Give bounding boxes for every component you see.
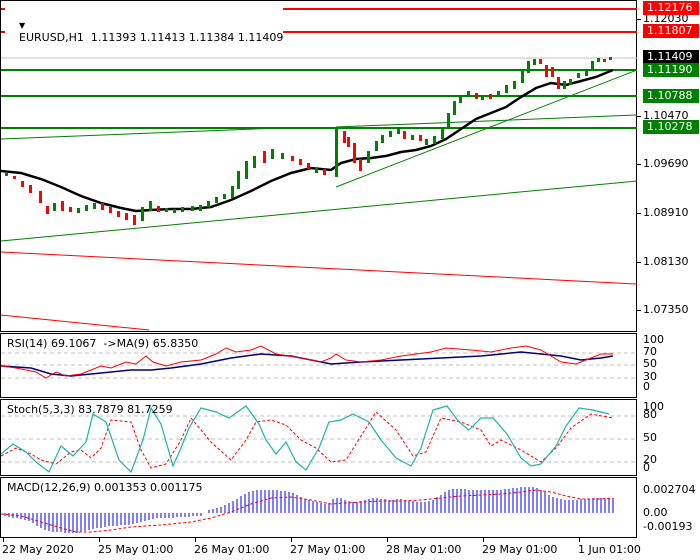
macd-panel[interactable]: MACD(12,26,9) 0.001353 0.001175 — [0, 477, 637, 538]
candlesticks — [5, 57, 612, 225]
rsi-panel[interactable]: RSI(14) 69.1067 ->MA(9) 65.8350 — [0, 333, 637, 398]
resistance-tag: 1.12176 — [643, 1, 699, 15]
macd-scale-label: 0.002704 — [643, 483, 696, 496]
rsi-scale-label: 100 — [643, 333, 664, 346]
time-label: 25 May 01:00 — [98, 543, 174, 556]
price-chart-canvas — [1, 8, 637, 331]
time-label: 29 May 01:00 — [482, 543, 558, 556]
macd-scale-label: -0.00193 — [643, 520, 693, 533]
price-label: 1.10470 — [643, 109, 689, 122]
dropdown-triangle-icon[interactable]: ▼ — [19, 21, 26, 30]
symbol-header: ▼ EURUSD,H1 1.11393 1.11413 1.11384 1.11… — [5, 5, 284, 57]
rsi-scale-label: 0 — [643, 380, 650, 393]
price-label: 1.09690 — [643, 157, 689, 170]
time-label: 26 May 01:00 — [194, 543, 270, 556]
stoch-scale-label: 50 — [643, 431, 657, 444]
price-label: 1.08130 — [643, 255, 689, 268]
macd-histogram — [4, 487, 614, 533]
stoch-scale-label: 100 — [643, 400, 664, 413]
resistance-tag: 1.11807 — [643, 24, 699, 38]
support-tag: 1.11190 — [643, 63, 699, 77]
symbol-ohlc-text: EURUSD,H1 1.11393 1.11413 1.11384 1.1140… — [19, 31, 284, 44]
main-chart-panel[interactable]: ▼ EURUSD,H1 1.11393 1.11413 1.11384 1.11… — [0, 0, 637, 332]
stoch-scale-label: 0 — [643, 461, 650, 474]
time-label: 27 May 01:00 — [290, 543, 366, 556]
rsi-axis: 100 70 50 30 0 — [637, 333, 700, 398]
stoch-axis: 100 80 50 20 0 — [637, 399, 700, 476]
stochastic-panel[interactable]: Stoch(5,3,3) 83.7879 81.7259 — [0, 399, 637, 476]
macd-canvas — [1, 487, 614, 533]
rsi-title: RSI(14) 69.1067 ->MA(9) 65.8350 — [7, 337, 199, 350]
price-axis[interactable]: 1.12030 1.10470 1.09690 1.08910 1.08130 … — [637, 0, 700, 332]
price-label: 1.07350 — [643, 303, 689, 316]
macd-scale-label: 0.00 — [643, 506, 668, 519]
rsi-canvas — [1, 345, 637, 379]
current-price-tag: 1.11409 — [643, 50, 699, 64]
rsi-scale-label: 30 — [643, 370, 657, 383]
time-label: 28 May 01:00 — [386, 543, 462, 556]
rsi-scale-label: 70 — [643, 345, 657, 358]
stoch-scale-label: 20 — [643, 453, 657, 466]
stoch-canvas — [1, 405, 637, 474]
stoch-scale-label: 80 — [643, 408, 657, 421]
macd-axis: 0.002704 0.00 -0.00193 — [637, 477, 700, 538]
support-tag: 1.10278 — [643, 120, 699, 134]
time-label: 1 Jun 01:00 — [578, 543, 641, 556]
macd-title: MACD(12,26,9) 0.001353 0.001175 — [7, 481, 203, 494]
support-tag: 1.10788 — [643, 89, 699, 103]
price-label: 1.08910 — [643, 206, 689, 219]
time-label: 22 May 2020 — [2, 543, 74, 556]
stoch-title: Stoch(5,3,3) 83.7879 81.7259 — [7, 403, 173, 416]
price-label: 1.12030 — [643, 12, 689, 25]
rsi-scale-label: 50 — [643, 357, 657, 370]
